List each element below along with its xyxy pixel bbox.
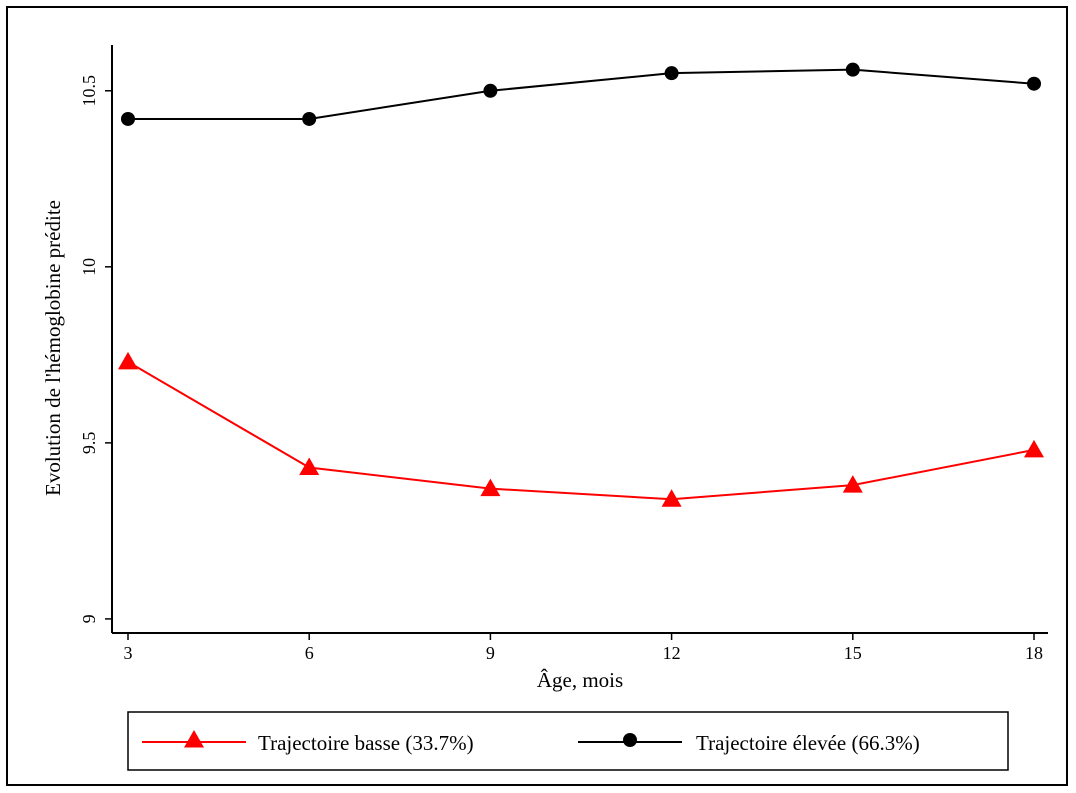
y-tick-label: 10 xyxy=(79,258,99,276)
series-line xyxy=(128,68,1035,120)
series-2 xyxy=(121,62,1041,126)
x-tick-label: 12 xyxy=(663,643,681,663)
x-tick-label: 15 xyxy=(844,643,862,663)
data-point xyxy=(1024,439,1044,458)
data-point xyxy=(661,489,682,507)
legend-box xyxy=(127,711,1009,771)
legend-items: Trajectoire basse (33.7%) Trajectoire éle… xyxy=(142,730,920,755)
legend-label: Trajectoire basse (33.7%) xyxy=(258,731,474,755)
x-tick-label: 6 xyxy=(305,643,314,663)
y-tick-label: 9.5 xyxy=(79,432,99,455)
series-1 xyxy=(118,351,1044,507)
x-ticks: 3 6 9 12 15 18 xyxy=(124,633,1043,663)
y-tick-label: 10.5 xyxy=(79,75,99,107)
series-line xyxy=(127,361,1035,501)
data-point xyxy=(118,351,138,370)
x-tick-label: 18 xyxy=(1025,643,1043,663)
axes xyxy=(111,45,1048,634)
x-tick-label: 3 xyxy=(124,643,133,663)
data-point xyxy=(664,66,679,81)
y-axis-title: Evolution de l'hémoglobine prédite xyxy=(41,200,65,496)
x-axis-title: Âge, mois xyxy=(537,668,623,692)
chart-frame xyxy=(6,6,1068,786)
data-point xyxy=(483,83,498,98)
data-point xyxy=(1027,76,1041,91)
legend-swatch-marker xyxy=(623,733,637,747)
data-point xyxy=(302,111,317,126)
series-layer xyxy=(118,62,1044,507)
data-point xyxy=(299,457,320,476)
legend-item: Trajectoire basse (33.7%) xyxy=(142,730,474,755)
y-ticks: 9 9.5 10 10.5 xyxy=(79,75,112,623)
legend-swatch-marker xyxy=(184,730,204,748)
legend: Trajectoire basse (33.7%) Trajectoire éle… xyxy=(127,711,1009,771)
x-tick-label: 9 xyxy=(486,643,495,663)
legend-label: Trajectoire élevée (66.3%) xyxy=(696,731,920,755)
data-point xyxy=(480,478,501,497)
data-point xyxy=(845,62,860,77)
legend-item: Trajectoire élevée (66.3%) xyxy=(578,731,920,755)
y-tick-label: 9 xyxy=(79,614,99,623)
data-point xyxy=(842,475,863,493)
data-point xyxy=(121,111,135,126)
